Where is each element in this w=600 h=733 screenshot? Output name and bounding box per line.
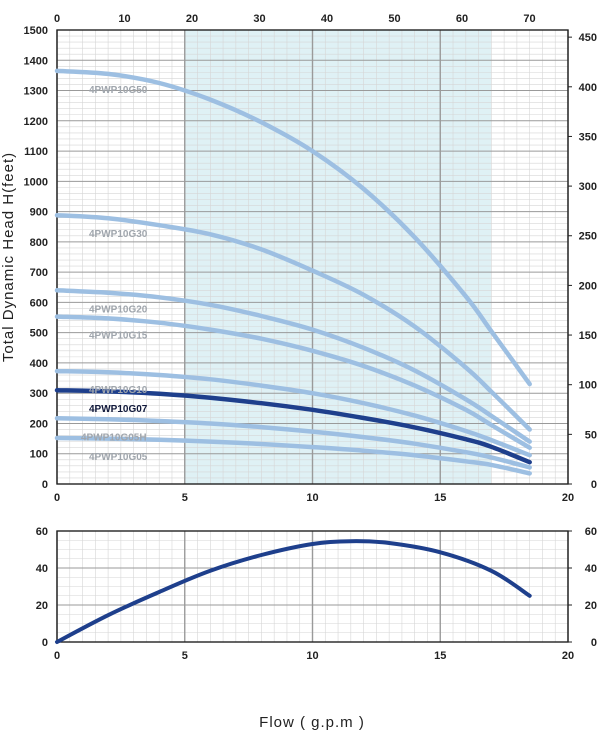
right-axis-tick-label: 200 [579, 280, 597, 292]
curve-label-4pwp10g30: 4PWP10G30 [89, 229, 148, 240]
y-tick-label: 500 [30, 328, 48, 340]
eff-right-tick-label: 60 [585, 526, 597, 538]
y-tick-label: 400 [30, 358, 48, 370]
curve-efficiency [55, 539, 532, 644]
top-axis-tick-label: 50 [388, 13, 400, 25]
y-tick-label: 200 [30, 418, 48, 430]
y-tick-label: 900 [30, 207, 48, 219]
y-tick-label: 0 [42, 479, 48, 491]
right-axis-tick-label: 350 [579, 131, 597, 143]
right-axis-tick-label: 250 [579, 231, 597, 243]
eff-x-tick-label: 5 [182, 650, 188, 662]
plot-frame-efficiency [56, 530, 569, 643]
top-axis-tick-label: 30 [253, 13, 265, 25]
x-tick-label: 20 [562, 492, 574, 504]
y-tick-label: 300 [30, 388, 48, 400]
y-tick-label: 1300 [24, 86, 48, 98]
curve-4pwp10g50 [54, 68, 532, 387]
right-axis-tick-label: 100 [579, 380, 597, 392]
curve-label-4pwp10g05: 4PWP10G05 [89, 452, 148, 463]
y-tick-label: 1500 [24, 25, 48, 37]
curve-4pwp10g20 [54, 288, 532, 444]
eff-y-tick-label: 20 [36, 600, 48, 612]
y-tick-label: 1000 [24, 176, 48, 188]
right-axis-tick-label: 400 [579, 82, 597, 94]
eff-right-tick-label: 20 [585, 600, 597, 612]
curve-4pwp10g07 [54, 387, 532, 465]
x-axis-title: Flow ( g.p.m ) [259, 714, 365, 731]
curve-4pwp10g05 [54, 435, 532, 476]
eff-right-tick-label: 40 [585, 563, 597, 575]
top-axis-tick-label: 0 [54, 13, 60, 25]
curve-4pwp10g30 [54, 212, 532, 432]
y-tick-label: 700 [30, 267, 48, 279]
eff-x-tick-label: 15 [434, 650, 446, 662]
top-axis-tick-label: 10 [118, 13, 130, 25]
x-tick-label: 15 [434, 492, 446, 504]
eff-x-tick-label: 10 [306, 650, 318, 662]
y-tick-label: 1400 [24, 55, 48, 67]
top-axis-tick-label: 20 [186, 13, 198, 25]
eff-right-tick-label: 0 [591, 637, 597, 649]
curve-4pwp10g15 [54, 314, 532, 450]
x-tick-label: 5 [182, 492, 188, 504]
x-tick-label: 10 [306, 492, 318, 504]
curve-label-4pwp10g20: 4PWP10G20 [89, 304, 148, 315]
right-axis-tick-label: 50 [585, 429, 597, 441]
eff-y-tick-label: 0 [42, 637, 48, 649]
right-axis-tick-label: 450 [579, 32, 597, 44]
eff-y-tick-label: 40 [36, 563, 48, 575]
eff-y-tick-label: 60 [36, 526, 48, 538]
curve-label-4pwp10g07: 4PWP10G07 [89, 404, 148, 415]
y-tick-label: 1100 [24, 146, 48, 158]
right-axis-tick-label: 300 [579, 181, 597, 193]
curve-4pwp10g05h [54, 416, 532, 470]
y-tick-label: 600 [30, 297, 48, 309]
eff-x-tick-label: 20 [562, 650, 574, 662]
right-axis-tick-label: 150 [579, 330, 597, 342]
x-tick-label: 0 [54, 492, 60, 504]
top-axis-tick-label: 70 [523, 13, 535, 25]
curve-label-4pwp10g10: 4PWP10G10 [89, 385, 148, 396]
right-axis-tick-label: 0 [591, 479, 597, 491]
y-tick-label: 100 [30, 449, 48, 461]
top-axis-tick-label: 60 [456, 13, 468, 25]
y-tick-label: 800 [30, 237, 48, 249]
eff-x-tick-label: 0 [54, 650, 60, 662]
y-tick-label: 1200 [24, 116, 48, 128]
plot-frame-head [56, 29, 569, 485]
top-axis-tick-label: 40 [321, 13, 333, 25]
curve-label-4pwp10g05h: 4PWP10G05H [81, 432, 147, 443]
curve-label-4pwp10g50: 4PWP10G50 [89, 85, 148, 96]
curve-label-4pwp10g15: 4PWP10G15 [89, 331, 148, 342]
curve-4pwp10g10 [54, 368, 532, 458]
y-axis-title: Total Dynamic Head H(feet) [0, 152, 17, 362]
